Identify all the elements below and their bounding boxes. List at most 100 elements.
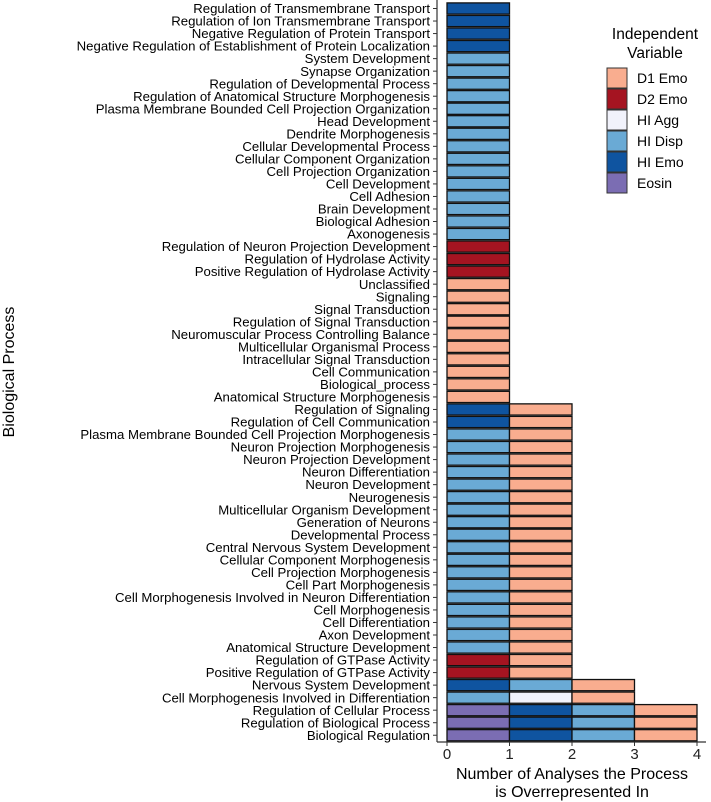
bar-segment-hi-disp <box>571 728 636 742</box>
bar-segment-d1-emo <box>508 541 573 554</box>
legend-item: HI Agg <box>606 109 679 131</box>
bar-segment-d1-emo <box>508 478 573 491</box>
legend-label: D1 Emo <box>637 70 688 86</box>
bar-segment-hi-disp <box>446 140 511 153</box>
category-label: Regulation of Signal Transduction <box>233 314 430 329</box>
category-label: Regulation of Transmembrane Transport <box>193 1 430 16</box>
category-label: Cell Projection Organization <box>267 164 430 179</box>
legend-swatch <box>606 151 628 173</box>
category-label: Neuromuscular Process Controlling Balanc… <box>171 327 430 342</box>
legend-swatch <box>606 172 628 194</box>
legend-label: D2 Emo <box>637 91 688 107</box>
bar-row <box>446 403 573 416</box>
bar-segment-hi-disp <box>446 102 511 115</box>
bar-row <box>446 315 511 328</box>
bar-segment-d2-emo <box>446 252 511 266</box>
bar-segment-d1-emo <box>508 566 573 579</box>
bar-segment-hi-disp <box>446 52 511 65</box>
legend-item: HI Emo <box>606 151 684 173</box>
category-label: Biological Regulation <box>307 728 430 743</box>
bar-segment-hi-emo <box>508 728 573 742</box>
bar-segment-hi-disp <box>446 115 511 128</box>
bar-segment-hi-disp <box>446 541 511 554</box>
bar-segment-hi-emo <box>446 14 511 28</box>
bar-row <box>446 89 511 103</box>
bar-segment-hi-disp <box>446 490 511 504</box>
bar-row <box>446 52 511 65</box>
bar-segment-hi-disp <box>446 528 511 542</box>
bar-segment-hi-disp <box>508 678 573 692</box>
bar-row <box>446 541 573 554</box>
bar-segment-d1-emo <box>508 490 573 504</box>
bar-segment-hi-disp <box>446 177 511 191</box>
category-label: Cell Morphogenesis Involved in Neuron Di… <box>115 590 430 605</box>
bar-row <box>446 678 636 692</box>
bar-row <box>446 728 698 742</box>
bar-row <box>446 515 573 529</box>
x-tick-label: 3 <box>630 746 638 763</box>
bar-row <box>446 503 573 516</box>
bar-segment-d1-emo <box>446 390 511 404</box>
bar-row <box>446 177 511 191</box>
bar-row <box>446 328 511 341</box>
bar-segment-hi-disp <box>446 227 511 241</box>
y-axis-title: Biological Process <box>1 307 18 438</box>
legend-item: D1 Emo <box>606 67 688 89</box>
bar-row <box>446 27 511 40</box>
x-tick-label: 0 <box>443 746 451 763</box>
legend-item: Eosin <box>606 172 672 194</box>
bar-segment-d1-emo <box>508 666 573 679</box>
y-axis <box>433 0 438 742</box>
category-label: Nervous System Development <box>252 678 430 693</box>
bar-segment-hi-disp <box>446 77 511 90</box>
x-tick-label: 2 <box>568 746 576 763</box>
bar-segment-hi-disp <box>446 89 511 103</box>
bar-segment-hi-disp <box>446 641 511 654</box>
bar-row <box>446 140 511 153</box>
bar-row <box>446 440 573 454</box>
category-label: Multicellular Organismal Process <box>238 339 430 354</box>
category-label: Cell Differentiation <box>322 615 430 630</box>
category-label: Cell Projection Morphogenesis <box>251 565 430 580</box>
bar-row <box>446 578 573 592</box>
bar-segment-d1-emo <box>446 353 511 366</box>
category-label: Plasma Membrane Bounded Cell Projection … <box>96 101 430 116</box>
category-label: Synapse Organization <box>300 64 430 79</box>
category-label: Plasma Membrane Bounded Cell Projection … <box>80 427 430 442</box>
category-label: Cell Development <box>326 177 430 192</box>
bar-segment-hi-disp <box>446 165 511 178</box>
bar-row <box>446 553 573 567</box>
bar-segment-hi-disp <box>446 127 511 141</box>
bar-segment-hi-emo <box>446 27 511 40</box>
bar-row <box>446 428 573 441</box>
legend-label: Eosin <box>637 175 672 191</box>
category-label: Regulation of Ion Transmembrane Transpor… <box>171 14 430 29</box>
category-label: Cellular Developmental Process <box>242 139 430 154</box>
bar-segment-d1-emo <box>508 628 573 642</box>
category-label: Regulation of Biological Process <box>241 715 431 730</box>
category-label: Regulation of Cellular Process <box>253 703 431 718</box>
category-label: Central Nervous System Development <box>206 540 431 555</box>
bar-row <box>446 415 573 429</box>
bar-segment-hi-disp <box>446 591 511 604</box>
category-label: Intracellular Signal Transduction <box>242 352 430 367</box>
category-label: Biological Adhesion <box>316 214 430 229</box>
category-label: Neuron Projection Development <box>243 452 430 467</box>
bar-row <box>446 290 511 303</box>
legend-label: HI Emo <box>637 154 684 170</box>
legend-title-line-1: Independent <box>612 26 699 43</box>
legend-item: D2 Emo <box>606 88 688 110</box>
bar-row <box>446 227 511 241</box>
legend-label: HI Agg <box>637 112 679 128</box>
legend: Independent Variable D1 Emo D2 Emo HI Agg H… <box>606 26 699 194</box>
bar-segment-d1-emo <box>508 653 573 667</box>
category-label: Anatomical Structure Morphogenesis <box>214 390 431 405</box>
category-label: Regulation of Cell Communication <box>231 415 430 430</box>
category-label: Generation of Neurons <box>297 515 431 530</box>
legend-label: HI Disp <box>637 133 683 149</box>
category-label: Positive Regulation of Hydrolase Activit… <box>195 264 431 279</box>
bar-row <box>446 115 511 128</box>
bar-segment-d1-emo <box>508 578 573 592</box>
x-axis: 0 1 2 3 4 <box>437 741 706 763</box>
bar-segment-hi-disp <box>446 691 511 704</box>
